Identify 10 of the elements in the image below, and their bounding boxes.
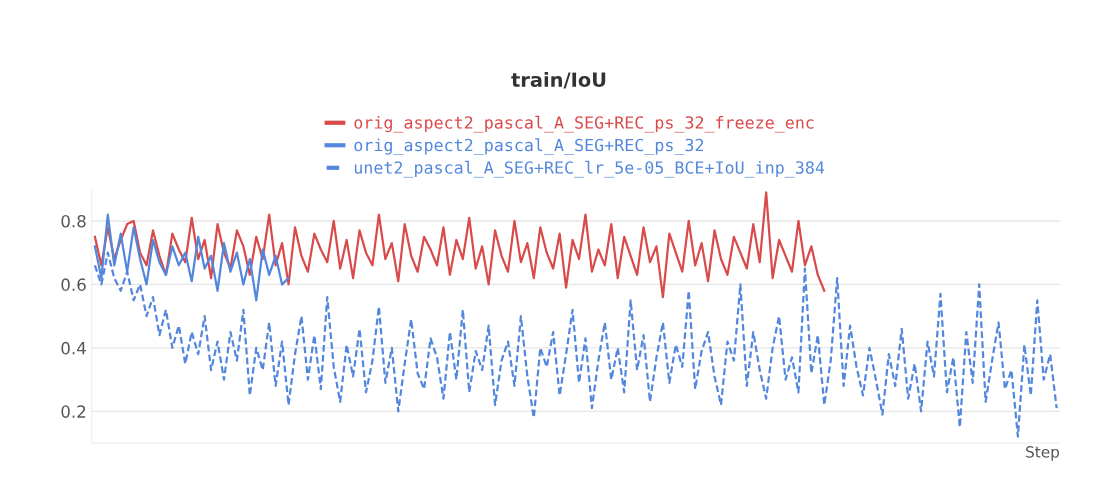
x-axis-title: Step — [1026, 446, 1060, 461]
y-tick-label: 0.6 — [61, 278, 86, 291]
legend-label: orig_aspect2_pascal_A_SEG+REC_ps_32 — [354, 138, 704, 156]
y-tick-label: 0.4 — [61, 341, 86, 355]
line-series — [93, 191, 826, 299]
legend-label: unet2_pascal_A_SEG+REC_lr_5e-05_BCE+IoU_inp_384 — [354, 160, 825, 178]
y-tick-label: 0.2 — [61, 405, 86, 418]
chart-title: train/IoU — [511, 72, 606, 89]
y-tick-label: 0.8 — [61, 214, 86, 228]
legend-label: orig_aspect2_pascal_A_SEG+REC_ps_32_freeze_enc — [354, 115, 814, 133]
